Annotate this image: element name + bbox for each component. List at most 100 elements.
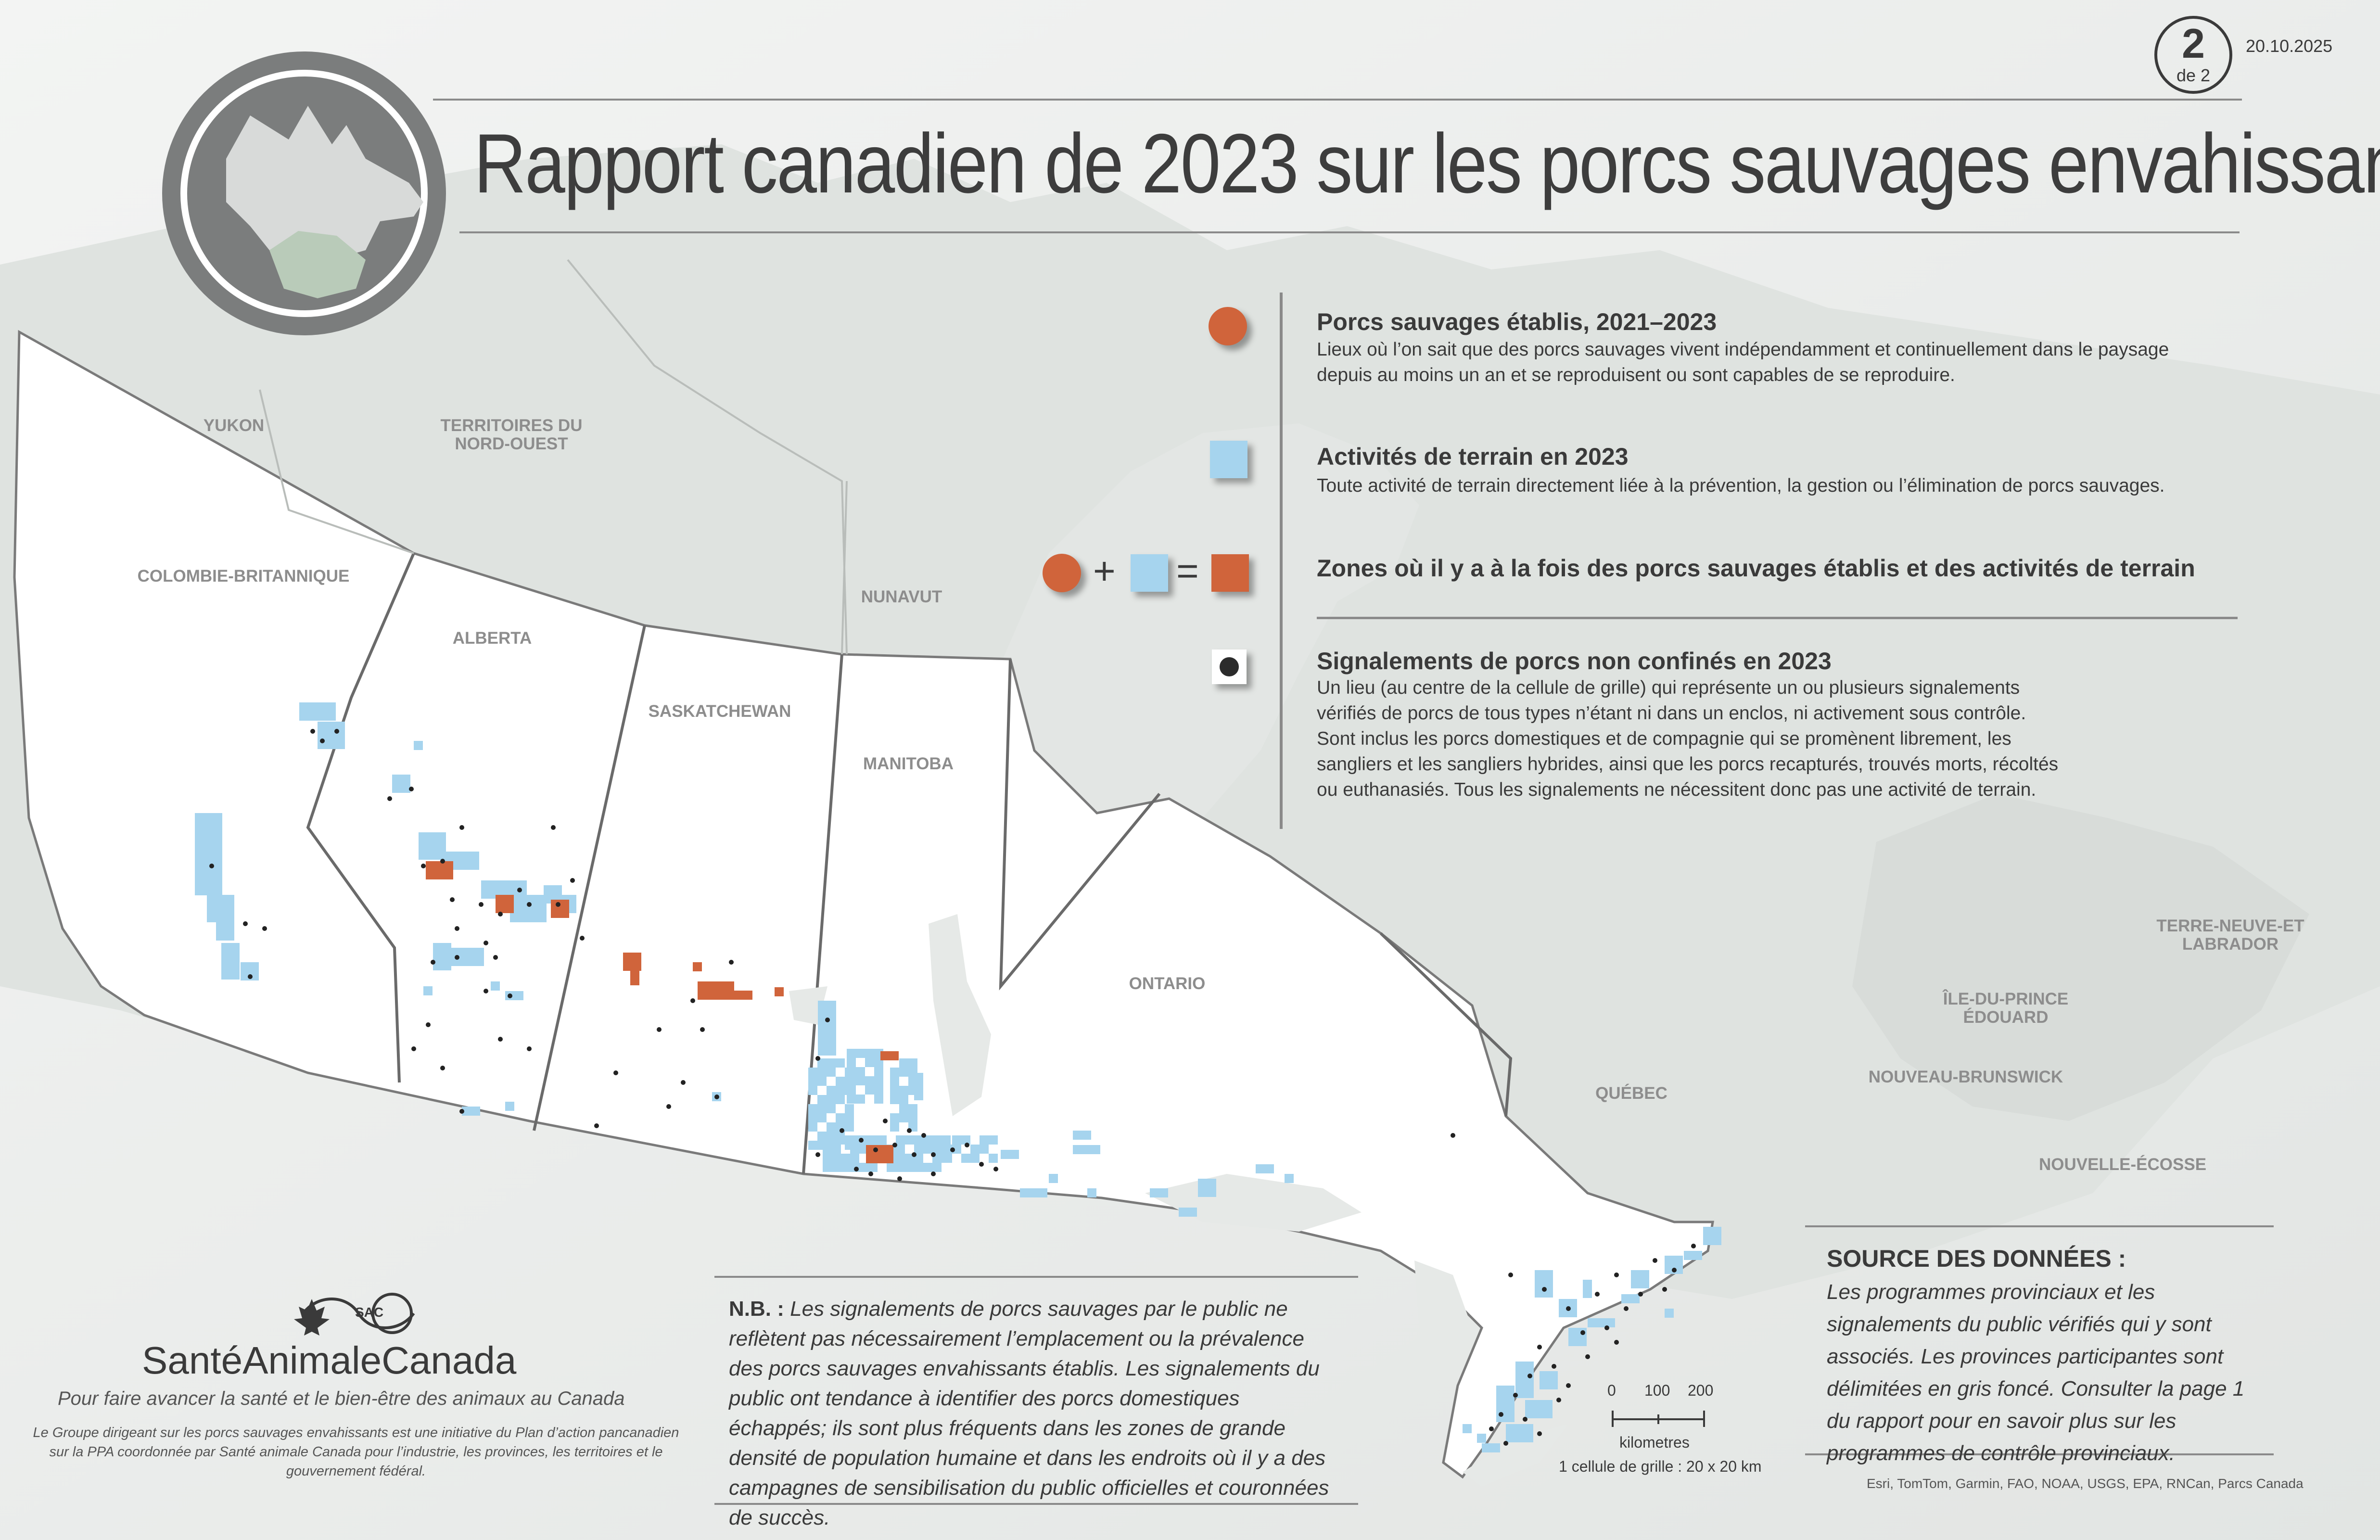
field-cell <box>914 1091 923 1100</box>
field-cell <box>195 813 204 822</box>
field-cell <box>818 1028 827 1037</box>
field-cell <box>528 913 537 922</box>
field-cell <box>827 1058 836 1068</box>
field-cell <box>970 1145 980 1154</box>
page-title: Rapport canadien de 2023 sur les porcs s… <box>474 117 2380 211</box>
label-manitoba: MANITOBA <box>863 754 954 773</box>
field-cell <box>808 1113 817 1122</box>
report-dot <box>455 955 459 960</box>
field-cell <box>932 1163 942 1172</box>
field-cell <box>1082 1145 1091 1154</box>
report-dot <box>209 864 214 868</box>
field-cell <box>1082 1131 1091 1140</box>
field-cell <box>1285 1174 1294 1183</box>
field-cell <box>204 813 213 822</box>
field-cell <box>225 913 234 922</box>
field-cell <box>905 1154 914 1163</box>
field-cell <box>868 1163 878 1172</box>
both-cell <box>875 1154 884 1163</box>
report-dot <box>681 1080 686 1085</box>
report-dot <box>912 1152 916 1157</box>
field-cell <box>318 702 327 712</box>
field-cell <box>914 1163 923 1172</box>
field-cell <box>905 1135 914 1145</box>
field-cell <box>195 822 204 831</box>
field-cell <box>890 1095 899 1104</box>
field-cell <box>1559 1299 1568 1308</box>
field-cell <box>817 1058 827 1068</box>
source-title: SOURCE DES DONNÉES : <box>1827 1245 2126 1272</box>
field-cell <box>818 1019 827 1028</box>
field-cell <box>567 895 576 904</box>
field-cell <box>1665 1265 1674 1274</box>
report-dot <box>1638 1292 1643 1297</box>
field-cell <box>481 890 490 899</box>
field-cell <box>914 1145 923 1154</box>
field-cell <box>1524 1424 1533 1433</box>
report-dot <box>815 1056 820 1061</box>
field-cell <box>874 1095 883 1104</box>
report-date: 20.10.2025 <box>2246 36 2333 56</box>
field-cell <box>447 948 457 957</box>
field-cell <box>225 895 234 904</box>
field-cell <box>808 1104 817 1113</box>
territory-boundaries <box>259 259 848 655</box>
field-cell <box>213 886 222 895</box>
legend-both-square <box>1131 554 1168 592</box>
field-cell <box>961 1135 970 1145</box>
field-cell <box>428 841 437 851</box>
field-cell <box>1583 1289 1592 1298</box>
report-dot <box>1556 1398 1561 1402</box>
field-cell <box>299 712 308 721</box>
report-dot <box>859 1138 864 1143</box>
report-dot <box>387 796 392 801</box>
field-cell <box>896 1163 905 1172</box>
field-cell <box>428 832 437 841</box>
field-cell <box>213 850 222 859</box>
field-cell <box>392 784 401 793</box>
field-cell <box>827 1068 836 1077</box>
label-nunavut: NUNAVUT <box>861 587 942 606</box>
report-dot <box>892 1143 897 1147</box>
field-cell <box>836 1113 845 1122</box>
field-cell <box>509 880 518 890</box>
field-cell <box>868 1135 878 1145</box>
field-cell <box>1505 1413 1515 1422</box>
field-cell <box>1505 1395 1515 1404</box>
field-cell <box>225 931 234 941</box>
report-dot <box>1451 1133 1455 1138</box>
brand-note: Le Groupe dirigeant sur les porcs sauvag… <box>33 1425 679 1479</box>
field-cell <box>943 1145 952 1154</box>
page-of: de 2 <box>2176 65 2211 85</box>
report-dot <box>1585 1354 1590 1359</box>
field-cell <box>890 1086 899 1095</box>
report-dot <box>921 1133 926 1138</box>
field-cell <box>856 1049 865 1058</box>
legend-reports-dot <box>1220 657 1239 676</box>
both-cell <box>435 861 444 870</box>
report-dot <box>1537 1431 1542 1436</box>
report-dot <box>455 926 459 931</box>
field-cell <box>899 1104 908 1113</box>
field-cell <box>923 1135 932 1145</box>
note-box: N.B. : Les signalements de porcs sauvage… <box>729 1294 1330 1533</box>
report-dot <box>1580 1330 1585 1335</box>
field-cell <box>1515 1362 1525 1371</box>
field-cell <box>1568 1328 1578 1337</box>
field-cell <box>1207 1179 1216 1188</box>
report-dot <box>248 974 253 979</box>
report-dot <box>440 1066 445 1070</box>
field-cell <box>537 904 547 913</box>
report-dot <box>409 787 414 791</box>
scale-unit: kilometres <box>1619 1434 1690 1451</box>
field-cell <box>874 1067 883 1076</box>
field-cell <box>1568 1337 1578 1346</box>
field-cell <box>899 1086 908 1095</box>
field-cell <box>1207 1188 1216 1197</box>
field-cell <box>204 840 213 850</box>
field-cell <box>1568 1308 1577 1317</box>
field-cell <box>923 1163 932 1172</box>
field-cell <box>836 1077 845 1086</box>
field-cell <box>808 1068 817 1077</box>
field-cell <box>461 852 470 861</box>
